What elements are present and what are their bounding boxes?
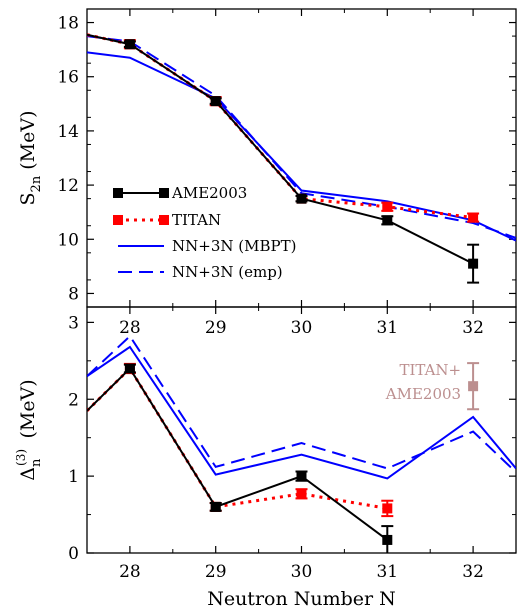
mid-xtick-label: 31 (376, 318, 398, 338)
top-plot: 8 10 12 14 16 18 S2n (MeV) AME2003 TITAN NN+3N (M… (17, 8, 516, 308)
bottom-data-point (296, 488, 307, 499)
annotation-label: AME2003 (385, 385, 461, 403)
top-data-point (210, 96, 221, 107)
top-data-point (382, 215, 393, 226)
bottom-series-line (87, 334, 516, 474)
bottom-ytick-label: 3 (68, 313, 79, 333)
top-data-point (382, 201, 393, 212)
mid-xtick-label: 28 (119, 318, 141, 338)
legend-label: NN+3N (emp) (172, 263, 283, 281)
legend: AME2003 TITAN NN+3N (MBPT) NN+3N (emp) (113, 184, 296, 281)
bottom-data-point (296, 471, 307, 482)
top-data-point (124, 39, 135, 50)
legend-marker (159, 215, 169, 225)
bottom-plot: 0 1 2 3 28 28 29 29 30 30 31 31 32 32 Neutron Number N… (14, 307, 516, 610)
top-series-line (87, 51, 516, 242)
top-series-line (87, 33, 474, 220)
legend-marker (159, 188, 169, 198)
top-series-group (87, 33, 516, 284)
bottom-ytick-label: 2 (68, 390, 79, 410)
bottom-xtick-label: 28 (119, 562, 141, 582)
legend-label: NN+3N (MBPT) (172, 237, 296, 255)
mid-xtick-label: 30 (291, 318, 313, 338)
bottom-xtick-label: 31 (376, 562, 398, 582)
annotation-label: TITAN+ (399, 361, 461, 379)
bottom-ytick-label: 1 (68, 467, 79, 487)
x-axis-title: Neutron Number N (207, 588, 396, 610)
bottom-series-line (87, 345, 516, 480)
annotation-data-point (468, 381, 479, 392)
bottom-xtick-label: 32 (462, 562, 484, 582)
bottom-series-line (87, 366, 388, 510)
top-ytick-label: 12 (57, 176, 79, 196)
top-data-point (468, 212, 479, 223)
top-ytick-label: 8 (68, 284, 79, 304)
bottom-xtick-label: 29 (205, 562, 227, 582)
bottom-plot-frame (86, 306, 517, 554)
top-ytick-label: 18 (57, 14, 79, 34)
top-ytick-label: 14 (57, 122, 79, 142)
mid-xtick-label: 29 (205, 318, 227, 338)
bottom-xtick-label: 30 (291, 562, 313, 582)
bottom-ytick-label: 0 (68, 544, 79, 564)
top-series-line (87, 35, 516, 239)
mid-xtick-label: 32 (462, 318, 484, 338)
top-ytick-label: 10 (57, 230, 79, 250)
legend-marker (113, 215, 123, 225)
legend-marker (113, 188, 123, 198)
bottom-data-point (382, 503, 393, 514)
top-data-point (296, 193, 307, 204)
bottom-data-point (210, 501, 221, 512)
bottom-y-axis-title: Δ(3)n (MeV) (14, 379, 44, 480)
bottom-series-group (87, 334, 516, 553)
legend-label: AME2003 (171, 184, 247, 202)
legend-label: TITAN (172, 211, 221, 229)
bottom-data-point (124, 363, 135, 374)
top-ytick-label: 16 (57, 68, 79, 88)
bottom-data-point (382, 534, 393, 545)
top-data-point (468, 258, 479, 269)
top-plot-frame (86, 8, 517, 308)
top-y-axis-title: S2n (MeV) (17, 111, 44, 206)
top-series-line (87, 33, 474, 265)
